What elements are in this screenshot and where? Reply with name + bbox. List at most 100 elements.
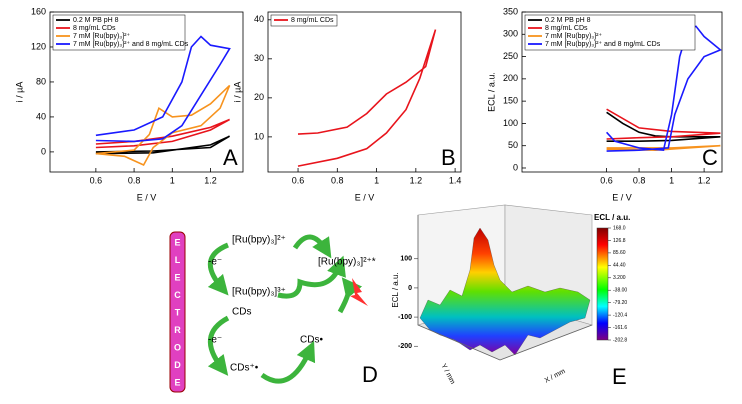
x-axis-label: X / mm bbox=[544, 368, 567, 385]
surface-plot bbox=[417, 204, 609, 361]
x-tick-label: 0.8 bbox=[128, 175, 141, 185]
y-tick-label: 250 bbox=[503, 51, 518, 61]
y-tick-label: 350 bbox=[503, 6, 518, 16]
plot-frame bbox=[521, 11, 723, 173]
y-tick-label: 20 bbox=[254, 92, 264, 102]
legend-label: 7 mM [Ru(bpy)₃]²⁺ bbox=[73, 33, 130, 40]
electrode-letter: E bbox=[174, 377, 180, 387]
electrode bbox=[169, 231, 186, 393]
ru-excited-label: [Ru(bpy)₃]²⁺* bbox=[318, 257, 376, 268]
panel-letter: E bbox=[612, 364, 627, 389]
panel-letter: B bbox=[441, 145, 456, 170]
y-tick-label: 120 bbox=[31, 41, 46, 51]
arrow bbox=[277, 255, 346, 299]
electrode-letter: D bbox=[174, 360, 181, 370]
arrows bbox=[207, 234, 363, 384]
panel-letter: A bbox=[223, 145, 238, 170]
legend-label: 8 mg/mL CDs bbox=[73, 25, 116, 32]
x-axis-label: E / V bbox=[137, 192, 157, 202]
x-tick-label: 0.6 bbox=[292, 175, 305, 185]
chart-panel: 0.6 0.8 1 1.2 1.4 10 20 30 40 E / V i / µA 8 mg/mL … bbox=[232, 11, 462, 202]
colorbar-tick-label: -38.00 bbox=[613, 288, 627, 294]
x-tick-label: 1 bbox=[374, 175, 379, 185]
z-tick-label: 100 bbox=[400, 256, 412, 263]
legend-box bbox=[270, 14, 338, 27]
legend-label: 7 mM [Ru(bpy)₃]²⁺ bbox=[545, 33, 602, 40]
panel-letter: C bbox=[702, 145, 718, 170]
x-tick-label: 1.2 bbox=[204, 175, 217, 185]
chart-panel: 0.6 0.8 1 1.2 0 50 100 150 200 250 300 350 E / V ECL … bbox=[486, 6, 723, 202]
colorbar-tick-label: 3.200 bbox=[613, 275, 626, 281]
colorbar bbox=[596, 227, 609, 341]
z-axis-label: ECL / a.u. bbox=[391, 272, 400, 307]
x-tick-label: 1.2 bbox=[698, 175, 711, 185]
x-tick-label: 1.4 bbox=[449, 175, 462, 185]
y-tick-label: 10 bbox=[254, 131, 264, 141]
y-tick-label: 30 bbox=[254, 53, 264, 63]
series-line bbox=[95, 84, 231, 167]
series-line bbox=[95, 135, 231, 155]
cds-cation-label: CDs⁺• bbox=[230, 363, 259, 374]
y-tick-label: 80 bbox=[36, 76, 46, 86]
plot-frame bbox=[267, 11, 462, 173]
x-tick-label: 0.8 bbox=[331, 175, 344, 185]
series-line bbox=[95, 118, 230, 149]
y-tick-label: 40 bbox=[36, 111, 46, 121]
legend-label: 0.2 M PB pH 8 bbox=[545, 17, 591, 24]
ru3-label: [Ru(bpy)₃]³⁺ bbox=[232, 287, 286, 298]
y-tick-label: 300 bbox=[503, 29, 518, 39]
colorbar-tick-label: 85.60 bbox=[613, 250, 626, 256]
y-tick-label: 0 bbox=[513, 162, 518, 172]
plot-frame bbox=[49, 11, 244, 173]
legend: 8 mg/mL CDs bbox=[270, 14, 338, 27]
arrow bbox=[207, 242, 230, 296]
colorbar-tick-label: 168.0 bbox=[613, 225, 626, 231]
y-tick-label: 160 bbox=[31, 6, 46, 16]
arrow bbox=[207, 315, 230, 376]
legend-box bbox=[524, 14, 696, 51]
cds-label: CDs bbox=[232, 307, 251, 318]
chart-panel: 0.6 0.8 1 1.2 0 40 80 120 160 E / V i / µA 0.2 M PB… bbox=[14, 6, 244, 202]
electrode-letter: C bbox=[174, 290, 181, 300]
colorbar-tick-label: 126.8 bbox=[613, 238, 626, 244]
electrode-letter: E bbox=[174, 272, 180, 282]
y-tick-label: 0 bbox=[41, 146, 46, 156]
z-tick-label: 0 bbox=[408, 285, 412, 292]
legend-label: 7 mM [Ru(bpy)₃]²⁺ and 8 mg/mL CDs bbox=[545, 41, 661, 48]
y-tick-label: 50 bbox=[508, 140, 518, 150]
x-axis-label: E / V bbox=[612, 192, 632, 202]
legend-box bbox=[52, 14, 186, 51]
surface-axes: 100 0 -100 -200 ECL / a.u. Y / mm X / mm ECL / … bbox=[391, 213, 630, 389]
colorbar-title: ECL / a.u. bbox=[594, 213, 630, 222]
electrode-letter: E bbox=[174, 237, 180, 247]
base-axes bbox=[417, 324, 593, 361]
colorbar-tick-label: -202.8 bbox=[613, 337, 627, 343]
legend-label: 8 mg/mL CDs bbox=[545, 25, 588, 32]
surface bbox=[419, 227, 591, 356]
colorbar-tick-label: -79.20 bbox=[613, 300, 627, 306]
x-tick-label: 0.6 bbox=[90, 175, 103, 185]
colorbar-tick-label: -120.4 bbox=[613, 312, 627, 318]
x-tick-label: 1.2 bbox=[410, 175, 423, 185]
electrode-letter: R bbox=[174, 325, 181, 335]
panel-letter: D bbox=[362, 362, 378, 387]
y-axis-label: Y / mm bbox=[439, 363, 456, 386]
y-axis-label: i / µA bbox=[232, 82, 242, 103]
x-tick-label: 1 bbox=[669, 175, 674, 185]
arrow bbox=[260, 340, 316, 384]
x-tick-label: 0.6 bbox=[600, 175, 613, 185]
x-tick-label: 0.8 bbox=[633, 175, 646, 185]
series-line bbox=[606, 108, 721, 140]
colorbar-tick-label: 44.40 bbox=[613, 263, 626, 269]
y-tick-label: 200 bbox=[503, 73, 518, 83]
series-line bbox=[95, 35, 231, 143]
electrode-letter: L bbox=[175, 255, 181, 265]
arrow bbox=[337, 277, 363, 314]
colorbar-tick-label: -161.6 bbox=[613, 325, 627, 331]
